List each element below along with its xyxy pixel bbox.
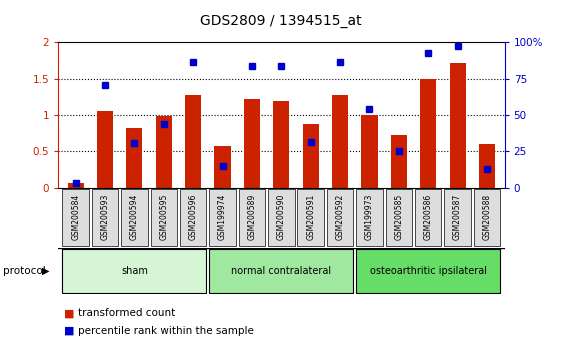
Text: transformed count: transformed count bbox=[78, 308, 176, 318]
Text: GSM200586: GSM200586 bbox=[424, 193, 433, 240]
FancyBboxPatch shape bbox=[121, 189, 148, 246]
FancyBboxPatch shape bbox=[415, 189, 441, 246]
Text: ■: ■ bbox=[64, 326, 74, 336]
Text: GSM199973: GSM199973 bbox=[365, 193, 374, 240]
Bar bbox=[450, 63, 466, 188]
FancyBboxPatch shape bbox=[209, 189, 235, 246]
FancyBboxPatch shape bbox=[63, 249, 206, 293]
Bar bbox=[303, 125, 319, 188]
FancyBboxPatch shape bbox=[239, 189, 265, 246]
FancyBboxPatch shape bbox=[327, 189, 353, 246]
Bar bbox=[332, 95, 348, 188]
FancyBboxPatch shape bbox=[298, 189, 324, 246]
Text: GSM200594: GSM200594 bbox=[130, 193, 139, 240]
Text: GSM200589: GSM200589 bbox=[248, 193, 256, 240]
Bar bbox=[97, 112, 113, 188]
FancyBboxPatch shape bbox=[151, 189, 177, 246]
FancyBboxPatch shape bbox=[63, 189, 89, 246]
FancyBboxPatch shape bbox=[92, 189, 118, 246]
Text: GSM200590: GSM200590 bbox=[277, 193, 286, 240]
Text: ▶: ▶ bbox=[42, 266, 50, 276]
Bar bbox=[126, 128, 143, 188]
Text: GSM200593: GSM200593 bbox=[100, 193, 110, 240]
FancyBboxPatch shape bbox=[209, 249, 353, 293]
Bar bbox=[244, 99, 260, 188]
Text: GSM200596: GSM200596 bbox=[188, 193, 198, 240]
FancyBboxPatch shape bbox=[386, 189, 412, 246]
Bar bbox=[155, 116, 172, 188]
FancyBboxPatch shape bbox=[444, 189, 471, 246]
Text: GSM199974: GSM199974 bbox=[218, 193, 227, 240]
Text: GSM200587: GSM200587 bbox=[453, 193, 462, 240]
Bar bbox=[215, 146, 231, 188]
Bar bbox=[361, 115, 378, 188]
Text: percentile rank within the sample: percentile rank within the sample bbox=[78, 326, 254, 336]
Text: GSM200584: GSM200584 bbox=[71, 193, 80, 240]
Text: GSM200585: GSM200585 bbox=[394, 193, 403, 240]
Text: GSM200595: GSM200595 bbox=[160, 193, 168, 240]
FancyBboxPatch shape bbox=[356, 189, 383, 246]
Text: normal contralateral: normal contralateral bbox=[231, 266, 331, 276]
FancyBboxPatch shape bbox=[268, 189, 295, 246]
FancyBboxPatch shape bbox=[474, 189, 500, 246]
FancyBboxPatch shape bbox=[356, 249, 500, 293]
Bar bbox=[479, 144, 495, 188]
Bar bbox=[185, 96, 201, 188]
Bar bbox=[67, 183, 84, 188]
Text: ■: ■ bbox=[64, 308, 74, 318]
Bar bbox=[273, 101, 289, 188]
Text: sham: sham bbox=[121, 266, 148, 276]
Text: GDS2809 / 1394515_at: GDS2809 / 1394515_at bbox=[201, 14, 362, 28]
Text: GSM200591: GSM200591 bbox=[306, 193, 315, 240]
Text: osteoarthritic ipsilateral: osteoarthritic ipsilateral bbox=[369, 266, 487, 276]
Text: GSM200592: GSM200592 bbox=[336, 193, 345, 240]
FancyBboxPatch shape bbox=[180, 189, 206, 246]
Bar bbox=[420, 79, 436, 188]
Bar bbox=[391, 135, 407, 188]
Text: protocol: protocol bbox=[3, 266, 46, 276]
Text: GSM200588: GSM200588 bbox=[483, 193, 491, 240]
